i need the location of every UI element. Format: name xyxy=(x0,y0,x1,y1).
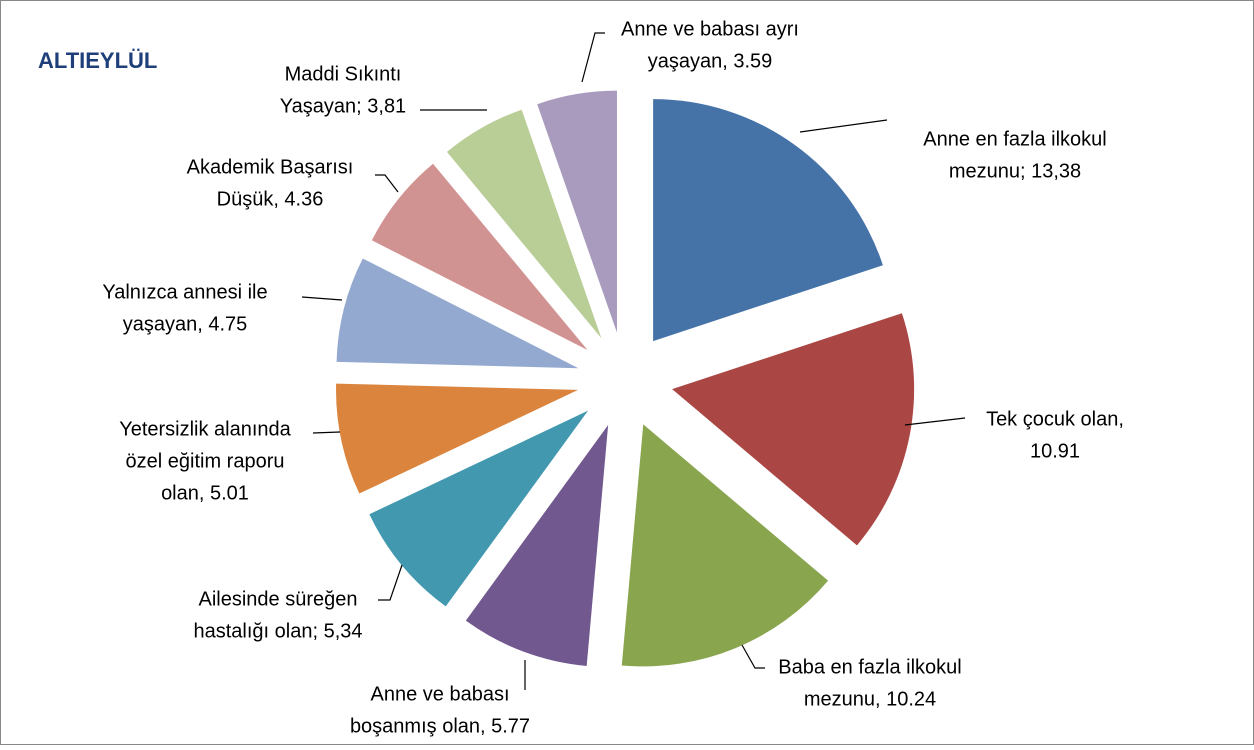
data-label: boşanmış olan, 5.77 xyxy=(350,715,530,737)
data-label: Yalnızca annesi ile xyxy=(102,281,267,303)
data-label: yaşayan, 3.59 xyxy=(648,50,773,72)
pie-slice xyxy=(653,99,883,342)
data-label: Anne ve babası ayrı xyxy=(621,18,799,40)
pie-slice xyxy=(371,163,588,351)
pie-slice xyxy=(672,313,915,546)
data-label: Ailesinde süreğen xyxy=(199,588,358,610)
pie-slice xyxy=(369,410,589,607)
pie-slice xyxy=(336,383,579,494)
data-label: mezunu, 10.24 xyxy=(804,688,936,710)
data-label: Yaşayan; 3,81 xyxy=(280,95,406,117)
leader-line xyxy=(375,174,399,193)
leader-line xyxy=(301,296,343,301)
data-label: Yetersizlik alanında xyxy=(119,418,291,440)
chart-title: ALTIEYLÜL xyxy=(38,48,157,73)
data-label: olan, 5.01 xyxy=(161,482,249,504)
data-label: 10.91 xyxy=(1030,440,1080,462)
leader-line xyxy=(378,564,403,601)
data-label: Anne ve babası xyxy=(371,683,510,705)
pie-slice xyxy=(336,258,579,369)
data-label: özel eğitim raporu xyxy=(126,450,285,472)
pie-slice xyxy=(621,424,829,667)
data-label: mezunu; 13,38 xyxy=(949,160,1081,182)
leader-line xyxy=(312,431,341,434)
pie-slice xyxy=(537,90,617,333)
pie-slice xyxy=(446,109,602,339)
data-label: Baba en fazla ilkokul xyxy=(778,656,961,678)
leader-line xyxy=(799,119,888,133)
data-label: Tek çocuk olan, xyxy=(986,408,1124,430)
pie-slice xyxy=(465,424,609,666)
leader-line xyxy=(581,32,605,83)
data-label: yaşayan, 4.75 xyxy=(123,313,248,335)
data-label: Maddi Sıkıntı xyxy=(285,63,402,85)
data-label: Düşük, 4.36 xyxy=(217,188,324,210)
data-label: Akademik Başarısı xyxy=(187,156,354,178)
data-label: hastalığı olan; 5,34 xyxy=(193,620,362,642)
data-label: Anne en fazla ilkokul xyxy=(923,128,1106,150)
leader-line xyxy=(904,417,966,426)
leader-line xyxy=(741,644,765,669)
